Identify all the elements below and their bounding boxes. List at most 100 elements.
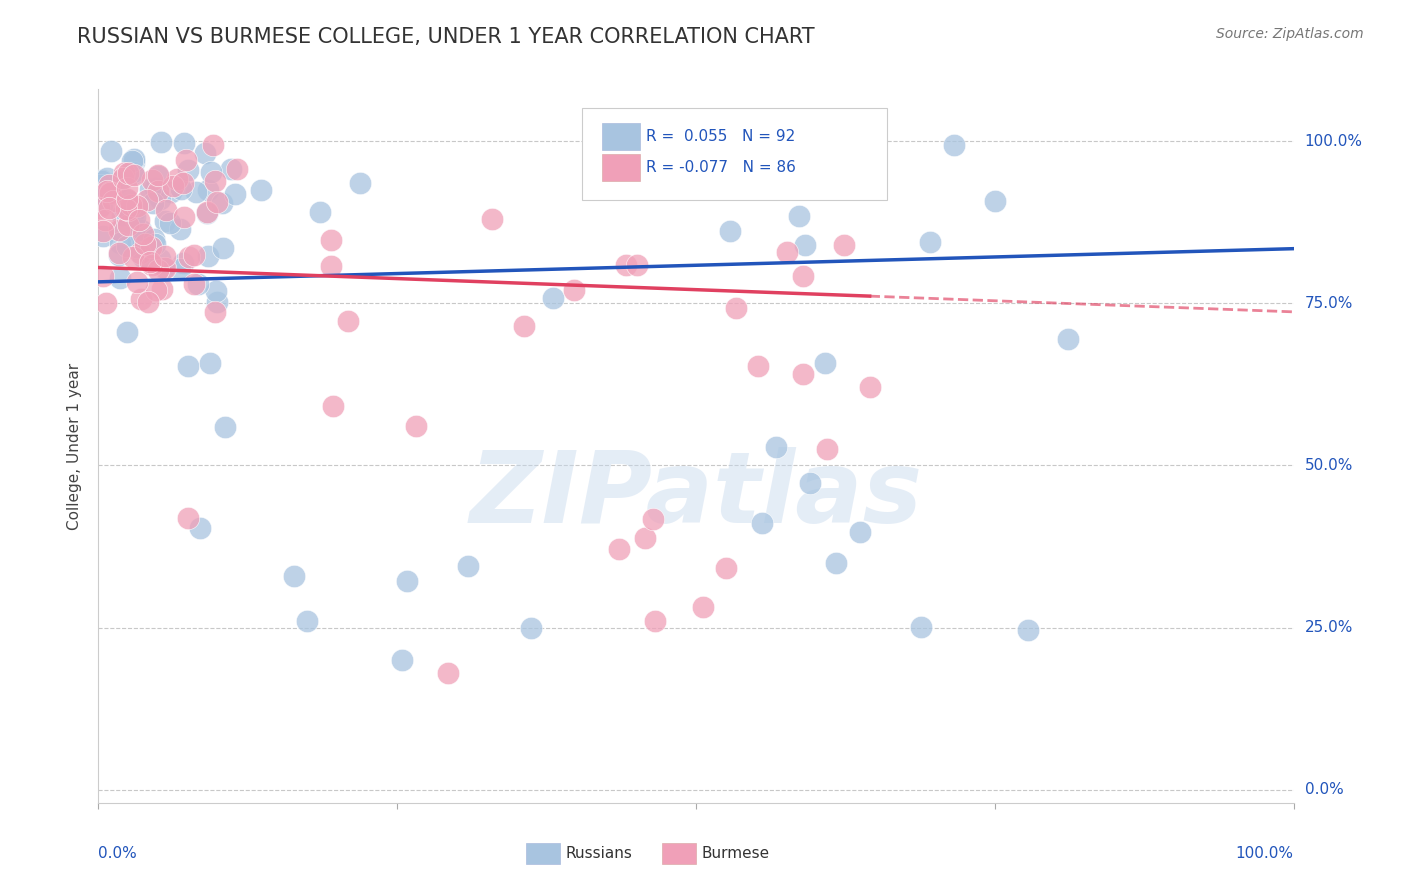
Point (98, 185, 121, 199)
Point (169, 222, 191, 236)
Point (93, 179, 115, 194)
FancyBboxPatch shape (526, 843, 560, 864)
Point (349, 176, 371, 190)
Point (541, 292, 564, 306)
Point (283, 569, 305, 583)
Point (115, 192, 138, 206)
Point (132, 236, 155, 251)
Point (186, 185, 208, 199)
Point (200, 165, 222, 179)
Point (96, 296, 118, 310)
Point (108, 248, 131, 262)
Point (562, 283, 585, 297)
Point (111, 170, 134, 185)
Point (121, 167, 143, 181)
Point (122, 168, 145, 182)
Point (125, 199, 148, 213)
Point (153, 213, 176, 227)
Point (776, 245, 799, 260)
Point (187, 277, 209, 291)
Point (481, 211, 503, 226)
Point (139, 182, 162, 196)
Point (117, 202, 139, 217)
Point (457, 558, 479, 573)
Point (115, 193, 138, 207)
Point (108, 175, 131, 189)
Point (183, 277, 205, 291)
Point (202, 138, 225, 153)
Point (319, 259, 342, 273)
Point (920, 235, 942, 249)
Point (626, 259, 648, 273)
Point (136, 193, 159, 207)
Point (122, 205, 145, 219)
Point (143, 236, 166, 251)
Point (188, 521, 211, 535)
FancyBboxPatch shape (582, 109, 887, 200)
Point (396, 574, 419, 588)
Point (295, 614, 318, 628)
Point (141, 258, 163, 272)
Point (98, 186, 121, 200)
Point (124, 210, 146, 224)
Point (437, 666, 460, 681)
Point (984, 194, 1007, 208)
Point (848, 524, 870, 539)
Point (153, 261, 176, 276)
Point (799, 475, 821, 490)
Point (204, 305, 226, 319)
Point (159, 185, 181, 199)
Text: R =  0.055   N = 92: R = 0.055 N = 92 (645, 128, 794, 144)
Point (219, 162, 242, 177)
Point (224, 187, 246, 202)
Point (146, 168, 169, 182)
Point (149, 135, 172, 149)
Point (145, 283, 167, 297)
Point (194, 146, 217, 161)
Point (149, 252, 172, 267)
Point (150, 282, 173, 296)
Point (170, 182, 193, 196)
Point (159, 216, 181, 230)
Point (321, 233, 343, 247)
Point (90, 174, 112, 188)
Point (132, 227, 155, 242)
Point (747, 359, 769, 373)
Point (110, 271, 132, 285)
Point (108, 235, 131, 250)
Point (200, 356, 222, 370)
Point (638, 171, 661, 186)
Point (942, 138, 965, 153)
Point (101, 194, 124, 209)
Text: 50.0%: 50.0% (1305, 458, 1353, 473)
Point (108, 245, 131, 260)
Point (177, 250, 200, 264)
Point (793, 237, 815, 252)
Point (115, 238, 138, 252)
Point (815, 442, 838, 457)
Point (120, 198, 142, 212)
Point (111, 208, 134, 222)
Text: Russians: Russians (565, 847, 633, 861)
Point (96, 185, 118, 199)
Text: 0.0%: 0.0% (1305, 782, 1343, 797)
Point (859, 380, 882, 394)
Point (115, 202, 138, 216)
Point (195, 204, 218, 219)
Point (176, 153, 198, 167)
Point (172, 256, 194, 270)
Point (107, 223, 129, 237)
Point (177, 511, 200, 525)
Text: Burmese: Burmese (702, 847, 769, 861)
Point (139, 239, 162, 253)
Text: RUSSIAN VS BURMESE COLLEGE, UNDER 1 YEAR CORRELATION CHART: RUSSIAN VS BURMESE COLLEGE, UNDER 1 YEAR… (77, 27, 815, 46)
Point (824, 556, 846, 570)
Text: 100.0%: 100.0% (1305, 134, 1362, 149)
Point (519, 621, 541, 635)
Point (142, 196, 165, 211)
Point (173, 211, 195, 225)
Point (832, 238, 855, 252)
Point (141, 173, 163, 187)
Point (792, 268, 814, 283)
Point (125, 276, 148, 290)
